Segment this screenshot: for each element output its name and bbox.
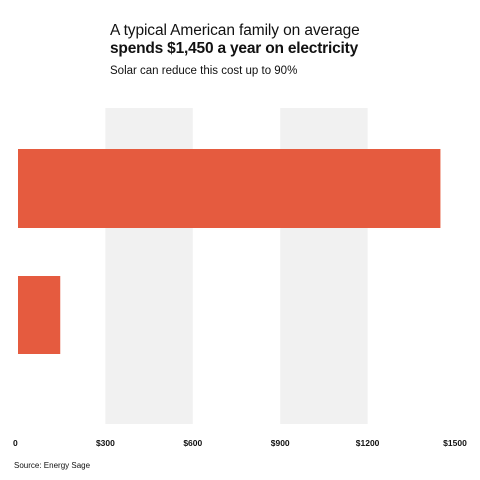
- source-note: Source: Energy Sage: [14, 461, 90, 470]
- x-tick-label: $300: [96, 438, 115, 448]
- x-tick-label: 0: [13, 438, 18, 448]
- x-tick-label: $1200: [356, 438, 380, 448]
- x-tick-label: $1500: [443, 438, 467, 448]
- x-tick-label: $600: [183, 438, 202, 448]
- bar-2: [18, 276, 60, 354]
- x-tick-label: $900: [271, 438, 290, 448]
- bar-1: [18, 149, 440, 228]
